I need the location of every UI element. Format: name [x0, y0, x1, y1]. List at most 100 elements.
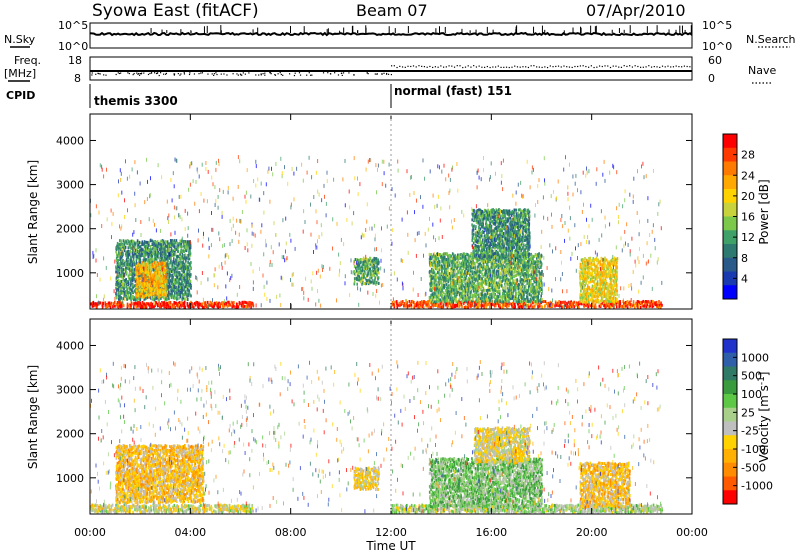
- data-cell: [508, 259, 510, 263]
- data-cell: [357, 278, 360, 282]
- data-cell: [485, 305, 487, 309]
- nave-dot: [179, 74, 181, 76]
- data-cell: [180, 282, 182, 286]
- data-cell: [655, 300, 658, 304]
- data-cell: [190, 294, 192, 298]
- data-cell: [160, 278, 163, 281]
- data-cell: [227, 304, 230, 307]
- data-cell: [185, 283, 187, 287]
- data-cell: [372, 262, 375, 266]
- nave-dot: [390, 73, 393, 76]
- data-cell: [168, 270, 171, 274]
- data-cell: [458, 253, 461, 257]
- data-cell: [416, 303, 418, 307]
- data-cell: [141, 301, 144, 304]
- data-cell: [129, 305, 131, 309]
- data-cell: [514, 262, 516, 266]
- nave-dot: [165, 72, 168, 75]
- nave-dot: [173, 73, 176, 75]
- data-cell: [527, 277, 530, 281]
- data-cell: [173, 269, 175, 273]
- data-cell: [529, 258, 532, 261]
- data-cell: [376, 280, 379, 284]
- data-cell: [634, 305, 636, 309]
- data-cell: [125, 266, 127, 270]
- nave-dot: [342, 72, 345, 74]
- data-cell: [175, 255, 178, 259]
- data-cell: [610, 302, 612, 306]
- nave-dot: [585, 65, 587, 68]
- data-cell: [474, 301, 476, 305]
- data-cell: [542, 300, 544, 304]
- data-cell: [165, 294, 167, 298]
- data-cell: [489, 296, 491, 300]
- data-cell: [123, 286, 126, 290]
- data-cell: [419, 303, 422, 306]
- data-cell: [178, 296, 181, 300]
- data-cell: [159, 288, 162, 292]
- data-cell: [462, 255, 464, 259]
- data-cell: [137, 304, 139, 308]
- data-cell: [464, 261, 467, 264]
- data-cell: [484, 281, 486, 285]
- data-cell: [531, 275, 534, 279]
- data-cell: [511, 296, 514, 300]
- data-cell: [169, 239, 172, 242]
- data-cell: [508, 264, 511, 268]
- data-cell: [527, 286, 530, 290]
- data-cell: [516, 264, 519, 268]
- data-cell: [442, 291, 445, 295]
- data-cell: [524, 272, 526, 275]
- data-cell: [444, 292, 447, 296]
- data-cell: [151, 261, 153, 265]
- nave-dot: [269, 72, 272, 74]
- data-cell: [173, 286, 175, 290]
- nave-dot: [596, 66, 598, 68]
- data-cell: [155, 264, 157, 268]
- data-cell: [142, 248, 144, 252]
- data-cell: [156, 272, 159, 275]
- data-cell: [450, 281, 453, 285]
- nave-dot: [213, 73, 215, 75]
- data-cell: [187, 288, 189, 292]
- data-cell: [508, 300, 510, 304]
- nave-tick-bottom: 0: [708, 72, 715, 85]
- data-cell: [513, 275, 515, 279]
- data-cell: [166, 278, 169, 282]
- data-cell: [126, 287, 128, 291]
- data-cell: [374, 276, 376, 280]
- nave-dot: [298, 72, 301, 74]
- data-cell: [129, 287, 132, 291]
- data-cell: [464, 263, 466, 266]
- nave-dot: [456, 65, 458, 67]
- nave-dot: [527, 66, 530, 69]
- data-cell: [452, 261, 455, 265]
- data-cell: [451, 285, 454, 289]
- data-cell: [522, 278, 525, 282]
- nave-dot: [240, 74, 242, 76]
- data-cell: [444, 261, 447, 265]
- data-cell: [504, 302, 506, 306]
- data-cell: [144, 252, 147, 256]
- data-cell: [435, 272, 438, 276]
- data-cell: [502, 270, 505, 274]
- nave-dot: [423, 66, 426, 68]
- data-cell: [132, 253, 135, 257]
- data-cell: [455, 297, 458, 301]
- data-cell: [146, 274, 149, 278]
- data-cell: [177, 259, 179, 262]
- data-cell: [112, 305, 114, 309]
- data-cell: [504, 289, 507, 293]
- data-cell: [187, 294, 190, 298]
- data-cell: [504, 287, 507, 291]
- data-cell: [369, 260, 372, 264]
- data-cell: [374, 278, 376, 282]
- data-cell: [137, 292, 140, 296]
- data-cell: [173, 239, 176, 243]
- data-cell: [153, 265, 156, 269]
- nave-dot: [590, 65, 592, 67]
- nave-dot: [555, 65, 557, 68]
- data-cell: [441, 284, 443, 288]
- data-cell: [143, 256, 146, 259]
- data-cell: [521, 270, 523, 274]
